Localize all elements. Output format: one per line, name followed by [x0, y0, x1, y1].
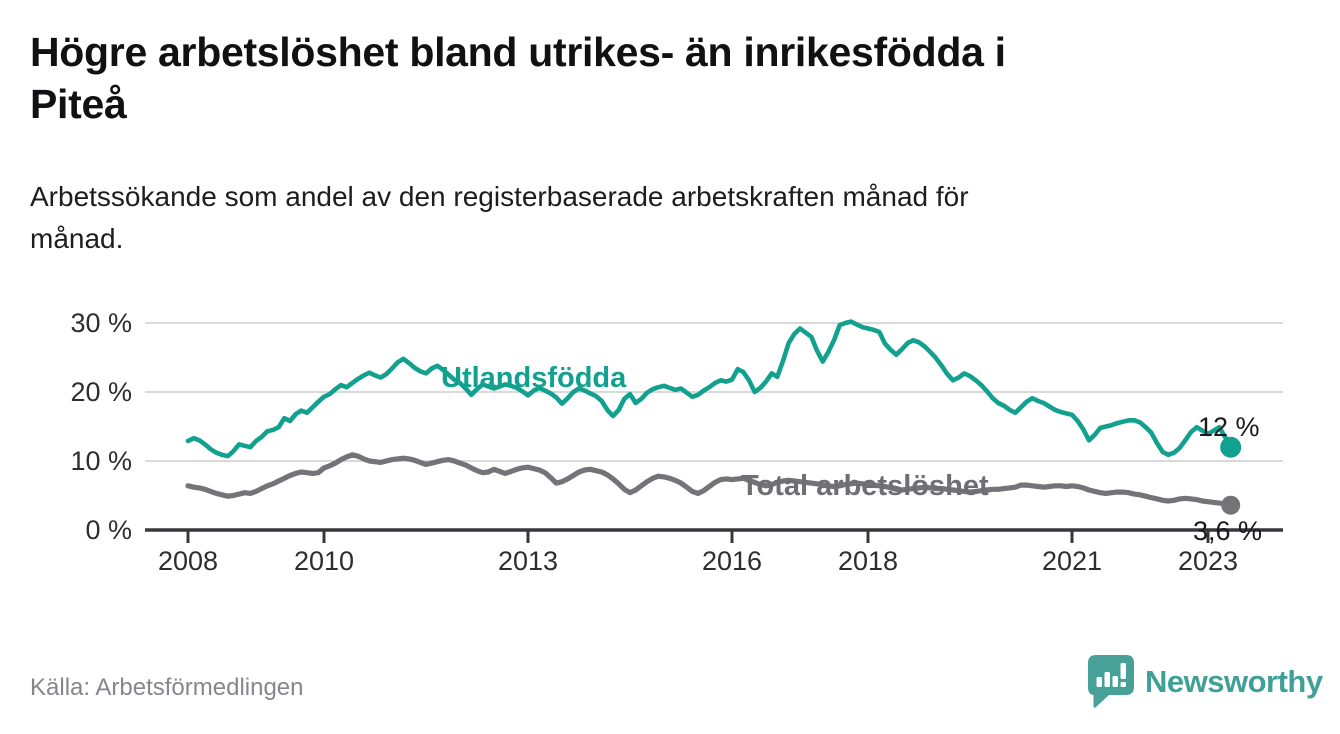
chart-subtitle: Arbetssökande som andel av den registerb… — [30, 176, 1250, 260]
end-value-total: 3,6 % — [1193, 516, 1262, 546]
end-dot-utlandsfodda — [1220, 436, 1242, 458]
x-label-2013: 2013 — [498, 546, 558, 576]
source-note: Källa: Arbetsförmedlingen — [30, 674, 304, 701]
brand-logo: Newsworthy — [1086, 654, 1323, 710]
bar-chart-glyph — [1096, 663, 1126, 687]
end-value-utlandsfodda: 12 % — [1198, 412, 1260, 442]
x-label-2018: 2018 — [838, 546, 898, 576]
series-label-total: Total arbetslöshet — [741, 470, 989, 502]
y-label-20: 20 % — [70, 377, 132, 407]
series-label-utlandsfodda: Utlandsfödda — [441, 362, 627, 394]
y-axis-labels: 30 % 20 % 10 % 0 % — [70, 308, 132, 545]
x-axis-labels: 2008 2010 2013 2016 2018 2021 2023 — [158, 546, 1238, 576]
newsworthy-icon — [1088, 655, 1134, 708]
series-line-utlandsfodda — [185, 319, 1233, 459]
y-label-10: 10 % — [70, 446, 132, 476]
y-label-30: 30 % — [70, 308, 132, 338]
gridlines — [145, 322, 1283, 462]
y-label-0: 0 % — [85, 515, 132, 545]
series-line-total — [185, 452, 1234, 508]
title-line-1: Högre arbetslöshet bland utrikes- än inr… — [30, 29, 1006, 75]
x-label-2023: 2023 — [1178, 546, 1238, 576]
x-label-2010: 2010 — [294, 546, 354, 576]
brand-name: Newsworthy — [1145, 664, 1323, 699]
speech-bubble-shape — [1088, 655, 1134, 708]
x-label-2008: 2008 — [158, 546, 218, 576]
page-title: Högre arbetslöshet bland utrikes- än inr… — [30, 26, 1300, 130]
title-line-2: Piteå — [30, 81, 127, 128]
end-dot-total — [1221, 495, 1241, 515]
x-label-2021: 2021 — [1042, 546, 1102, 576]
subtitle-line-1: Arbetssökande som andel av den registerb… — [30, 181, 969, 212]
x-label-2016: 2016 — [702, 546, 762, 576]
subtitle-line-2: månad. — [30, 223, 124, 254]
x-axis-ticks — [186, 530, 1210, 543]
